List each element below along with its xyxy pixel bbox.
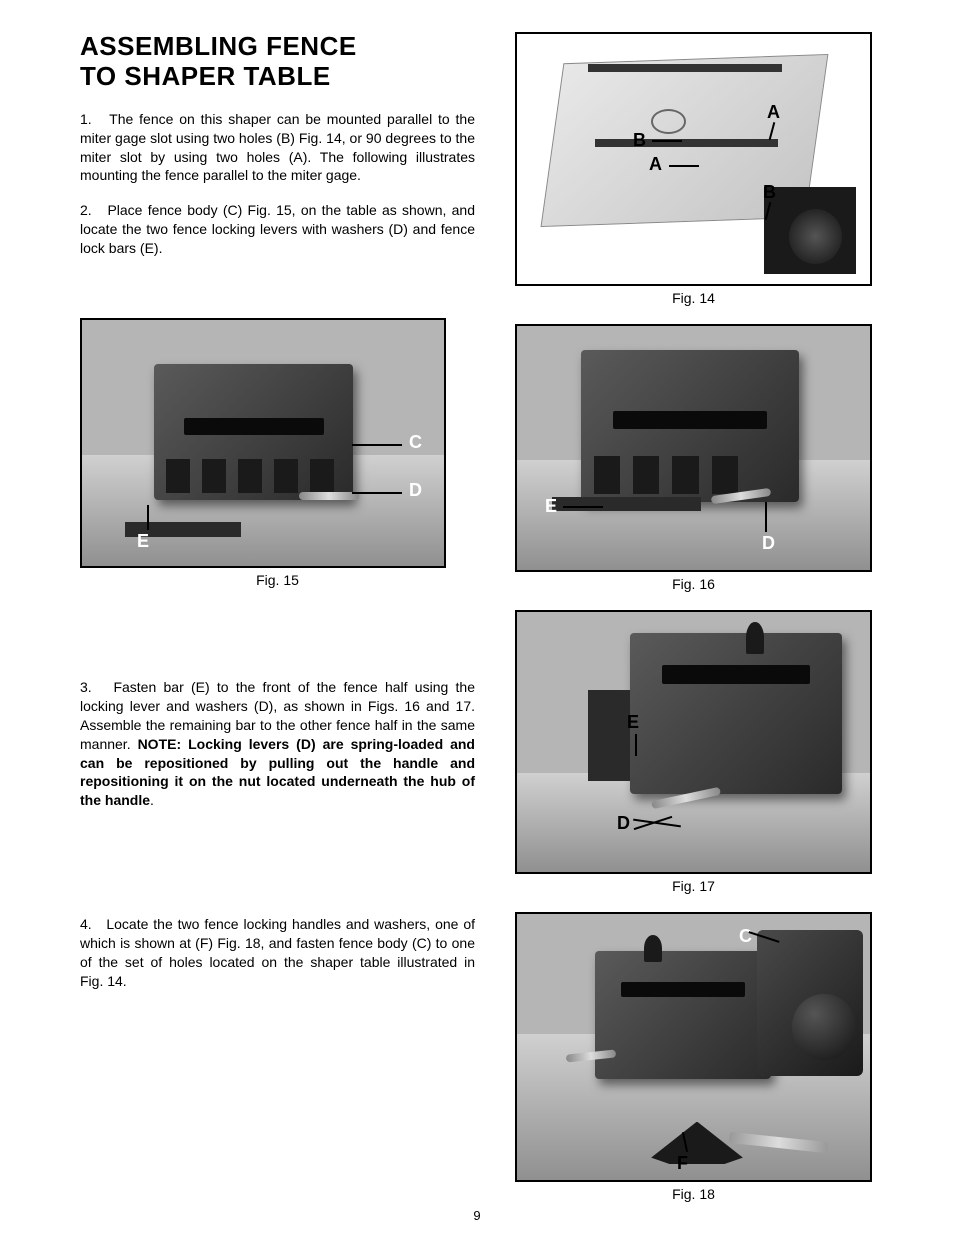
page-title: ASSEMBLING FENCE TO SHAPER TABLE (80, 32, 475, 92)
fig15-label-c: C (409, 432, 422, 453)
title-line-2: TO SHAPER TABLE (80, 61, 331, 91)
fig15-label-e: E (137, 531, 149, 552)
fig14-caption: Fig. 14 (515, 290, 872, 306)
step-1: 1. The fence on this shaper can be mount… (80, 110, 475, 186)
fig16-caption: Fig. 16 (515, 576, 872, 592)
fig16-label-d: D (762, 533, 775, 554)
figure-14: A A B B Fig. 14 (515, 32, 872, 306)
step-2: 2. Place fence body (C) Fig. 15, on the … (80, 201, 475, 258)
step-3: 3. Fasten bar (E) to the front of the fe… (80, 678, 475, 810)
fig14-label-b1: B (633, 130, 646, 151)
page-number: 9 (473, 1208, 480, 1223)
fig17-label-d: D (617, 813, 630, 834)
fig16-label-e: E (545, 496, 557, 517)
fig18-label-c: C (739, 926, 752, 947)
fig18-label-f: F (677, 1153, 688, 1174)
fig14-label-b2: B (763, 182, 776, 203)
fig14-label-a2: A (649, 154, 662, 175)
step-4: 4. Locate the two fence locking handles … (80, 915, 475, 991)
fig15-label-d: D (409, 480, 422, 501)
figure-16: E D Fig. 16 (515, 324, 872, 592)
figure-15: C D E Fig. 15 (80, 318, 475, 588)
figure-17: E D Fig. 17 (515, 610, 872, 894)
fig15-caption: Fig. 15 (80, 572, 475, 588)
fig18-caption: Fig. 18 (515, 1186, 872, 1202)
title-line-1: ASSEMBLING FENCE (80, 31, 357, 61)
figure-18: C F Fig. 18 (515, 912, 872, 1202)
fig17-caption: Fig. 17 (515, 878, 872, 894)
fig14-label-a1: A (767, 102, 780, 123)
fig17-label-e: E (627, 712, 639, 733)
